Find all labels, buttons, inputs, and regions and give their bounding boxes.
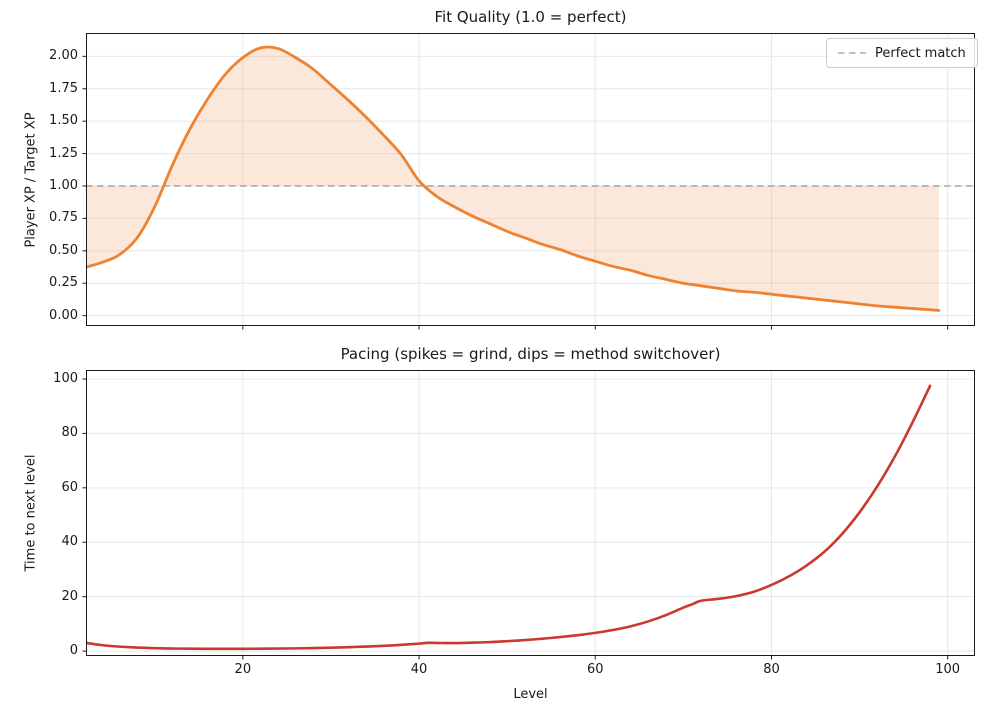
legend-label: Perfect match xyxy=(875,45,966,61)
x-tick-label: 40 xyxy=(410,662,428,677)
pacing-xlabel: Level xyxy=(513,687,548,702)
y-tick-label: 20 xyxy=(61,588,78,604)
fit-quality-plot xyxy=(82,33,975,330)
y-tick-label: 0 xyxy=(69,643,78,659)
y-tick-label: 1.75 xyxy=(49,80,78,96)
y-tick-label: 0.75 xyxy=(49,210,78,226)
y-tick-label: 100 xyxy=(53,370,78,386)
y-tick-label: 1.00 xyxy=(49,177,78,193)
fit-quality-title: Fit Quality (1.0 = perfect) xyxy=(434,8,627,26)
x-tick-label: 20 xyxy=(234,662,252,677)
pacing-title: Pacing (spikes = grind, dips = method sw… xyxy=(340,345,721,363)
y-tick-label: 40 xyxy=(61,534,78,550)
y-tick-label: 1.50 xyxy=(49,113,78,129)
pacing-ylabel: Time to next level xyxy=(23,454,39,572)
y-tick-label: 2.00 xyxy=(49,48,78,64)
legend: Perfect match xyxy=(826,38,978,68)
y-tick-label: 0.00 xyxy=(49,307,78,323)
y-tick-label: 0.25 xyxy=(49,275,78,291)
fit-quality-ylabel: Player XP / Target XP xyxy=(23,112,39,248)
y-tick-label: 1.25 xyxy=(49,145,78,161)
x-tick-label: 60 xyxy=(586,662,604,677)
x-tick-label: 80 xyxy=(763,662,780,677)
y-tick-label: 0.50 xyxy=(49,242,78,258)
y-tick-label: 60 xyxy=(61,479,78,495)
y-tick-label: 80 xyxy=(61,425,78,441)
dashed-line-legend-swatch xyxy=(838,52,866,54)
x-tick-label: 100 xyxy=(935,662,961,677)
pacing-plot xyxy=(82,370,975,660)
